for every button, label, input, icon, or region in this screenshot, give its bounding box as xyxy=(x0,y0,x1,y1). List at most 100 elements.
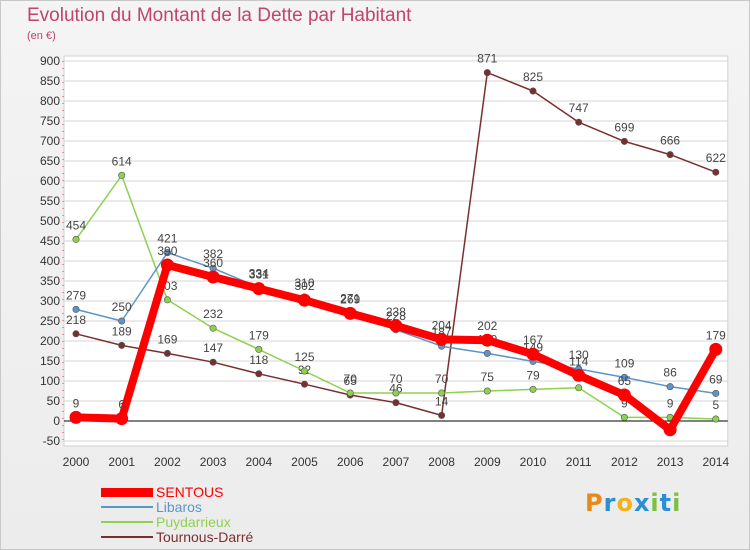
legend-item-tournous-darre: Tournous-Darré xyxy=(101,530,301,545)
data-point-sentous xyxy=(526,347,540,361)
data-point-tournous-darre xyxy=(255,370,263,378)
data-point-puydarrieux xyxy=(712,415,720,423)
data-label-sentous: 204 xyxy=(432,318,452,332)
data-point-sentous xyxy=(115,412,129,426)
logo-letter: o xyxy=(616,489,634,517)
data-point-puydarrieux xyxy=(438,389,446,397)
data-label-tournous-darre: 169 xyxy=(157,332,177,346)
data-point-puydarrieux xyxy=(118,171,126,179)
data-point-sentous xyxy=(343,306,357,320)
x-tick-label: 2013 xyxy=(657,455,684,469)
data-point-sentous xyxy=(252,282,266,296)
x-tick-label: 2001 xyxy=(108,455,135,469)
logo-letter: t xyxy=(659,489,673,517)
data-point-libaros xyxy=(666,383,674,391)
legend-label-sentous: SENTOUS xyxy=(156,484,224,500)
data-point-tournous-darre xyxy=(529,87,537,95)
data-label-tournous-darre: 218 xyxy=(66,313,86,327)
data-label-sentous: 360 xyxy=(203,256,223,270)
data-point-puydarrieux xyxy=(346,389,354,397)
y-tick-label: 300 xyxy=(40,294,60,308)
legend-item-puydarrieux: Puydarrieux xyxy=(101,515,301,530)
data-label-tournous-darre: 699 xyxy=(614,120,634,134)
logo-letter: i xyxy=(650,489,660,517)
data-label-tournous-darre: 147 xyxy=(203,341,223,355)
data-point-sentous xyxy=(298,293,311,307)
data-label-puydarrieux: 179 xyxy=(249,328,269,342)
data-label-sentous: 114 xyxy=(569,354,588,368)
data-label-libaros: 271 xyxy=(340,292,360,306)
y-tick-label: 50 xyxy=(47,394,61,408)
x-tick-label: 2010 xyxy=(520,455,547,469)
data-label-libaros: 109 xyxy=(614,356,634,370)
data-label-puydarrieux: 79 xyxy=(526,368,540,382)
data-point-libaros xyxy=(118,317,126,325)
chart-title: Evolution du Montant de la Dette par Hab… xyxy=(27,5,412,26)
legend-label-tournous-darre: Tournous-Darré xyxy=(156,529,254,545)
data-label-puydarrieux: 5 xyxy=(712,398,719,412)
x-tick-label: 2009 xyxy=(474,455,501,469)
data-label-sentous: 331 xyxy=(249,268,269,282)
data-label-tournous-darre: 189 xyxy=(112,324,132,338)
data-label-puydarrieux: 70 xyxy=(435,372,449,386)
data-point-puydarrieux xyxy=(255,345,263,353)
data-label-sentous: 238 xyxy=(386,305,406,319)
legend-swatch-tournous-darre xyxy=(101,536,153,538)
data-label-tournous-darre: 622 xyxy=(706,151,726,165)
x-tick-label: 2000 xyxy=(63,455,90,469)
data-label-puydarrieux: 70 xyxy=(344,372,358,386)
legend-swatch-sentous xyxy=(101,488,153,497)
x-tick-label: 2014 xyxy=(702,455,729,469)
data-point-sentous xyxy=(480,333,494,347)
y-tick-label: 900 xyxy=(40,54,60,68)
data-point-sentous xyxy=(160,258,174,272)
data-label-sentous: 202 xyxy=(477,319,497,333)
x-tick-label: 2006 xyxy=(337,455,364,469)
data-label-libaros: 69 xyxy=(709,372,723,386)
y-tick-label: 800 xyxy=(40,94,60,108)
data-point-libaros xyxy=(483,349,491,357)
x-tick-label: 2007 xyxy=(383,455,410,469)
legend-item-sentous: SENTOUS xyxy=(101,485,301,500)
data-label-sentous: 9 xyxy=(73,396,80,410)
x-tick-label: 2011 xyxy=(566,455,592,469)
data-label-libaros: 86 xyxy=(663,366,677,380)
data-point-puydarrieux xyxy=(163,296,171,304)
y-tick-label: 450 xyxy=(40,234,60,248)
y-tick-label: 850 xyxy=(40,74,60,88)
legend-swatch-libaros xyxy=(101,506,153,508)
y-tick-label: -50 xyxy=(43,434,61,448)
data-point-puydarrieux xyxy=(483,387,491,395)
data-label-libaros: 250 xyxy=(112,300,132,314)
data-label-tournous-darre: 666 xyxy=(660,134,680,148)
data-point-puydarrieux xyxy=(300,367,308,375)
y-tick-label: 250 xyxy=(40,314,60,328)
data-point-tournous-darre xyxy=(392,399,400,407)
data-label-tournous-darre: 14 xyxy=(435,394,449,408)
data-label-libaros: 279 xyxy=(66,288,86,302)
data-label-sentous: 6 xyxy=(118,398,125,412)
x-tick-label: 2002 xyxy=(154,455,181,469)
data-point-puydarrieux xyxy=(620,413,628,421)
data-point-puydarrieux xyxy=(529,385,537,393)
data-label-tournous-darre: 747 xyxy=(569,101,589,115)
data-point-sentous xyxy=(709,342,723,356)
y-tick-label: 100 xyxy=(40,374,60,388)
data-label-puydarrieux: 9 xyxy=(621,396,628,410)
data-point-libaros xyxy=(620,373,628,381)
data-point-sentous xyxy=(69,410,83,424)
y-tick-label: 600 xyxy=(40,174,60,188)
y-tick-label: 700 xyxy=(40,134,60,148)
data-label-libaros: 382 xyxy=(203,247,223,261)
data-label-tournous-darre: 871 xyxy=(477,52,497,66)
data-label-tournous-darre: 825 xyxy=(523,70,543,84)
data-point-sentous xyxy=(617,388,631,402)
data-point-tournous-darre xyxy=(300,380,308,388)
y-tick-label: 350 xyxy=(40,274,60,288)
chart-legend: SENTOUS Libaros Puydarrieux Tournous-Dar… xyxy=(101,485,301,545)
data-point-puydarrieux xyxy=(209,324,217,332)
legend-swatch-puydarrieux xyxy=(101,521,153,523)
data-point-tournous-darre xyxy=(438,411,446,419)
data-label-puydarrieux: 75 xyxy=(481,370,495,384)
